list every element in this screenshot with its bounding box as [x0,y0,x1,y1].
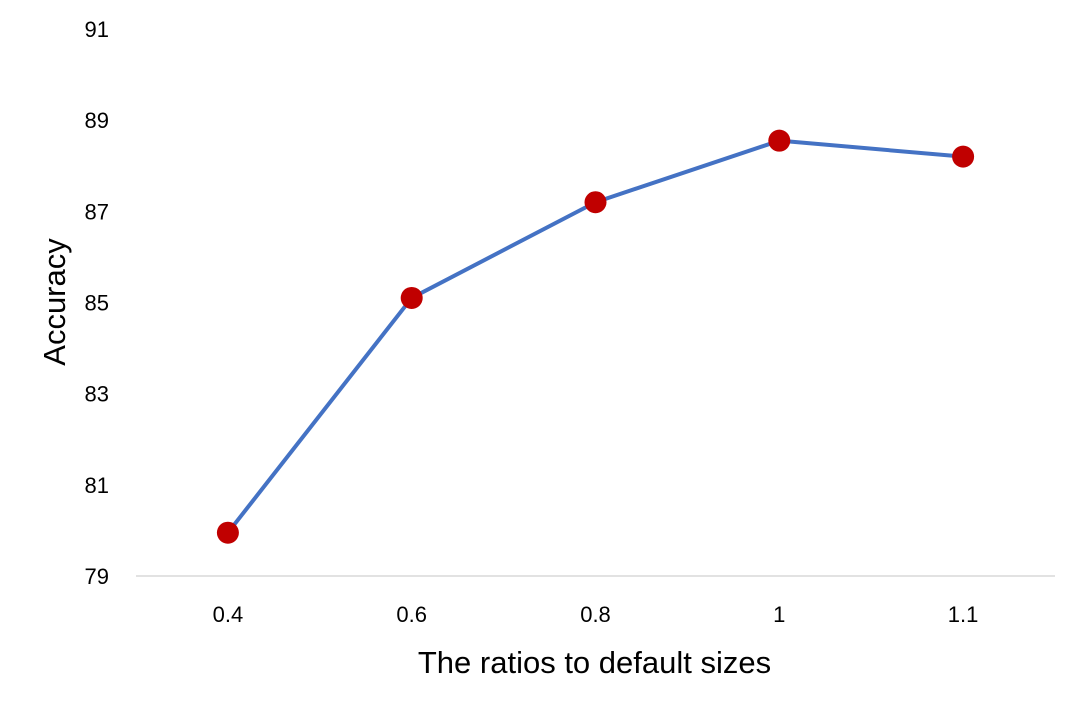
y-tick-label: 79 [85,564,109,589]
y-tick-label: 89 [85,108,109,133]
x-tick-label: 1 [773,602,785,627]
x-tick-label: 0.6 [396,602,427,627]
data-point [216,521,239,544]
data-point [952,145,975,168]
x-tick-label: 1.1 [948,602,979,627]
data-point [768,129,791,152]
x-tick-label: 0.8 [580,602,611,627]
y-tick-label: 83 [85,382,109,407]
data-point [584,191,607,214]
x-tick-label: 0.4 [213,602,244,627]
y-axis-ticks: 79 81 83 85 87 89 91 [85,17,109,589]
x-axis-title: The ratios to default sizes [418,645,771,680]
y-tick-label: 87 [85,199,109,224]
y-tick-label: 81 [85,473,109,498]
x-axis-ticks: 0.4 0.6 0.8 1 1.1 [213,602,979,627]
y-tick-label: 85 [85,291,109,316]
data-point [400,286,423,309]
y-axis-title: Accuracy [37,238,72,366]
data-markers [216,129,975,544]
y-tick-label: 91 [85,17,109,42]
